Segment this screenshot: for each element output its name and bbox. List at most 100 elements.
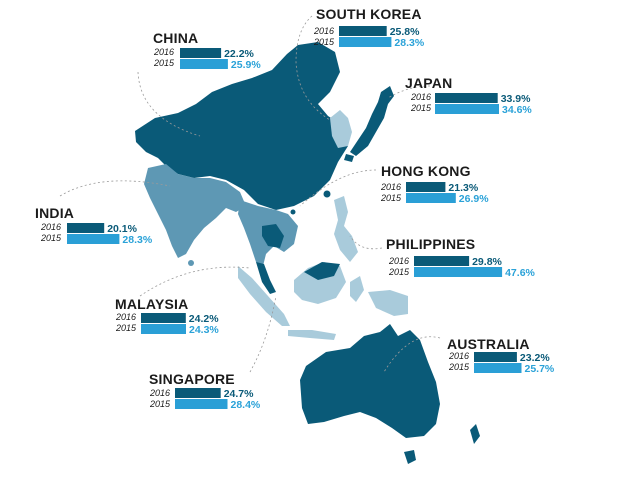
country-block-singapore: SINGAPORE 2016 2015 24.7% 28.4% bbox=[149, 371, 261, 411]
value-philippines-2016: 29.8% bbox=[472, 256, 502, 268]
value-singapore-2015: 28.4% bbox=[231, 399, 261, 411]
year-label-2015: 2015 bbox=[115, 323, 137, 333]
bar-india-2016 bbox=[67, 223, 105, 233]
year-label-2015: 2015 bbox=[40, 233, 62, 243]
value-india-2016: 20.1% bbox=[107, 223, 137, 235]
bar-malaysia-2015 bbox=[141, 324, 186, 334]
leader-lines bbox=[59, 15, 441, 373]
map-region-hong-kong bbox=[290, 209, 296, 215]
country-block-india: INDIA 2016 2015 20.1% 28.3% bbox=[35, 205, 153, 246]
value-south-korea-2015: 28.3% bbox=[394, 37, 424, 49]
map-region-taiwan bbox=[323, 190, 331, 198]
leader-india bbox=[59, 180, 171, 197]
value-australia-2015: 25.7% bbox=[525, 363, 555, 375]
year-label-2016: 2016 bbox=[380, 182, 401, 192]
map-region-sulawesi bbox=[350, 276, 364, 302]
value-hong-kong-2016: 21.3% bbox=[448, 182, 478, 194]
map-region-india bbox=[144, 164, 246, 258]
value-china-2016: 22.2% bbox=[224, 48, 254, 60]
value-philippines-2015: 47.6% bbox=[505, 267, 535, 279]
country-name-malaysia: MALAYSIA bbox=[115, 296, 188, 312]
bar-india-2015 bbox=[67, 234, 120, 244]
year-label-2015: 2015 bbox=[448, 362, 470, 372]
leader-south-korea bbox=[295, 15, 331, 121]
country-block-malaysia: MALAYSIA 2016 2015 24.2% 24.3% bbox=[115, 296, 219, 336]
value-malaysia-2015: 24.3% bbox=[189, 324, 219, 336]
map-region-java bbox=[288, 330, 336, 340]
bar-australia-2015 bbox=[474, 363, 522, 373]
bar-hong-kong-2015 bbox=[406, 193, 456, 203]
country-block-philippines: PHILIPPINES 2016 2015 29.8% 47.6% bbox=[386, 236, 536, 279]
map-region-new-zealand bbox=[470, 424, 480, 444]
bar-japan-2015 bbox=[435, 104, 499, 114]
value-japan-2016: 33.9% bbox=[501, 93, 531, 105]
map-region-philippines bbox=[334, 196, 358, 262]
leader-philippines bbox=[349, 235, 383, 250]
year-label-2015: 2015 bbox=[149, 399, 171, 409]
country-block-south-korea: SOUTH KOREA 2016 2015 25.8% 28.3% bbox=[313, 6, 425, 49]
year-label-2015: 2015 bbox=[388, 267, 410, 277]
map-region-tasmania bbox=[404, 450, 416, 464]
leader-china bbox=[137, 71, 201, 137]
map-region-china bbox=[135, 42, 348, 210]
map bbox=[135, 42, 480, 464]
country-labels: CHINA 2016 2015 22.2% 25.9% SOUTH KOREA … bbox=[35, 6, 555, 411]
bar-malaysia-2016 bbox=[141, 313, 186, 323]
year-label-2015: 2015 bbox=[153, 58, 175, 68]
year-label-2016: 2016 bbox=[448, 351, 469, 361]
country-name-singapore: SINGAPORE bbox=[149, 371, 235, 387]
map-region-malaysia-borneo bbox=[304, 262, 340, 280]
bar-philippines-2016 bbox=[414, 256, 470, 266]
value-hong-kong-2015: 26.9% bbox=[459, 193, 489, 205]
map-region-sri-lanka bbox=[188, 260, 194, 266]
country-name-japan: JAPAN bbox=[405, 75, 452, 91]
year-label-2016: 2016 bbox=[153, 47, 174, 57]
country-block-china: CHINA 2016 2015 22.2% 25.9% bbox=[153, 30, 261, 71]
bar-australia-2016 bbox=[474, 352, 517, 362]
value-india-2015: 28.3% bbox=[122, 234, 152, 246]
country-name-china: CHINA bbox=[153, 30, 198, 46]
country-name-hong-kong: HONG KONG bbox=[381, 163, 471, 179]
year-label-2016: 2016 bbox=[149, 388, 170, 398]
value-japan-2015: 34.6% bbox=[502, 104, 532, 116]
year-label-2016: 2016 bbox=[388, 256, 409, 266]
country-block-hong-kong: HONG KONG 2016 2015 21.3% 26.9% bbox=[380, 163, 489, 205]
map-region-korea bbox=[330, 110, 352, 148]
value-south-korea-2016: 25.8% bbox=[390, 26, 420, 38]
leader-malaysia bbox=[139, 266, 251, 297]
bar-china-2015 bbox=[180, 59, 228, 69]
value-australia-2016: 23.2% bbox=[520, 352, 550, 364]
country-name-australia: AUSTRALIA bbox=[447, 336, 530, 352]
country-block-australia: AUSTRALIA 2016 2015 23.2% 25.7% bbox=[447, 336, 555, 375]
bar-singapore-2015 bbox=[175, 399, 228, 409]
country-name-south-korea: SOUTH KOREA bbox=[316, 6, 422, 22]
year-label-2016: 2016 bbox=[410, 92, 431, 102]
leader-australia bbox=[383, 336, 441, 373]
bar-japan-2016 bbox=[435, 93, 498, 103]
country-name-india: INDIA bbox=[35, 205, 74, 221]
country-name-philippines: PHILIPPINES bbox=[386, 236, 475, 252]
value-china-2015: 25.9% bbox=[231, 59, 261, 71]
map-region-thailand bbox=[262, 224, 284, 248]
map-region-new-guinea bbox=[368, 290, 408, 316]
country-block-japan: JAPAN 2016 2015 33.9% 34.6% bbox=[405, 75, 532, 116]
year-label-2016: 2016 bbox=[40, 222, 61, 232]
map-region-japan-south bbox=[344, 154, 354, 162]
year-label-2016: 2016 bbox=[115, 312, 136, 322]
year-label-2015: 2015 bbox=[313, 37, 335, 47]
map-region-sumatra bbox=[238, 266, 290, 326]
year-label-2016: 2016 bbox=[313, 26, 334, 36]
bar-philippines-2015 bbox=[414, 267, 503, 277]
year-label-2015: 2015 bbox=[410, 103, 432, 113]
map-region-australia bbox=[300, 324, 440, 438]
bar-south-korea-2016 bbox=[339, 26, 387, 36]
value-singapore-2016: 24.7% bbox=[224, 388, 254, 400]
value-malaysia-2016: 24.2% bbox=[189, 313, 219, 325]
map-region-malaysia-peninsula bbox=[256, 262, 276, 294]
map-region-japan bbox=[350, 86, 394, 156]
year-label-2015: 2015 bbox=[380, 193, 402, 203]
bar-hong-kong-2016 bbox=[406, 182, 446, 192]
bar-south-korea-2015 bbox=[339, 37, 392, 47]
bar-china-2016 bbox=[180, 48, 222, 58]
